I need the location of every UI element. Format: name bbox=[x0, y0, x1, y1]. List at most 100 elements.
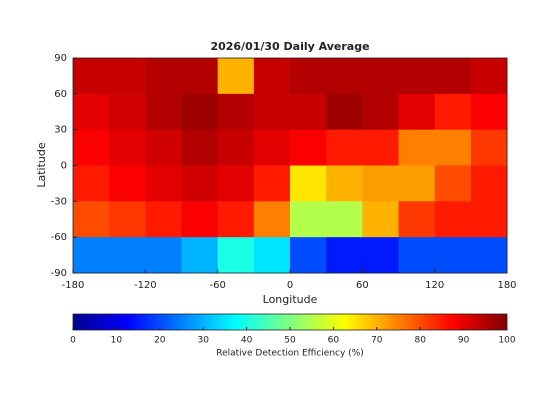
heat-cell bbox=[181, 165, 219, 202]
chart-title: 2026/01/30 Daily Average bbox=[210, 40, 369, 53]
heat-cell bbox=[470, 93, 508, 131]
heat-cell bbox=[253, 237, 291, 274]
colorbar-tick-label: 20 bbox=[154, 336, 166, 346]
y-tick-label: 30 bbox=[54, 125, 67, 136]
heat-cell bbox=[470, 129, 508, 166]
heat-cell bbox=[398, 237, 436, 274]
heat-cell bbox=[326, 237, 363, 274]
heat-cell bbox=[362, 237, 399, 274]
heat-cell bbox=[109, 58, 146, 95]
heat-cell bbox=[398, 165, 436, 202]
heat-cell bbox=[73, 93, 110, 131]
heat-cell bbox=[73, 201, 110, 238]
heat-cell bbox=[470, 165, 508, 202]
heat-cell bbox=[217, 129, 255, 166]
heat-cell bbox=[290, 201, 327, 238]
y-tick-label: 0 bbox=[61, 161, 67, 172]
x-tick-label: -120 bbox=[134, 280, 157, 291]
x-axis-label: Longitude bbox=[263, 293, 318, 306]
y-tick-label: -30 bbox=[51, 196, 67, 207]
heat-cell bbox=[145, 58, 182, 95]
heat-cell bbox=[109, 93, 146, 131]
heat-cell bbox=[217, 237, 255, 274]
heat-cell bbox=[362, 93, 399, 131]
heat-cell bbox=[181, 201, 219, 238]
y-tick-label: 90 bbox=[54, 53, 67, 64]
x-tick-label: 0 bbox=[287, 280, 293, 291]
heat-cell bbox=[470, 58, 508, 95]
heat-cell bbox=[181, 93, 219, 131]
heat-cell bbox=[181, 237, 219, 274]
x-tick-label: -180 bbox=[62, 280, 85, 291]
colorbar-tick-label: 90 bbox=[458, 336, 470, 346]
heat-cell bbox=[398, 129, 436, 166]
heat-cell bbox=[109, 237, 146, 274]
x-tick-label: 120 bbox=[425, 280, 444, 291]
heat-cell bbox=[217, 58, 255, 95]
heat-cell bbox=[434, 201, 472, 238]
heat-cell bbox=[109, 201, 146, 238]
heat-cell bbox=[253, 93, 291, 131]
heat-cell bbox=[290, 237, 327, 274]
heat-cell bbox=[290, 129, 327, 166]
colorbar-tick-label: 100 bbox=[498, 336, 515, 346]
heat-cell bbox=[145, 93, 182, 131]
y-tick-label: -60 bbox=[51, 232, 67, 243]
heat-cell bbox=[217, 93, 255, 131]
heat-cell bbox=[73, 129, 110, 166]
heat-cell bbox=[217, 201, 255, 238]
heat-cell bbox=[145, 237, 182, 274]
heat-cell bbox=[326, 58, 363, 95]
heat-cell bbox=[362, 201, 399, 238]
colorbar-tick-label: 0 bbox=[70, 336, 76, 346]
heat-cell bbox=[253, 58, 291, 95]
heat-cell bbox=[253, 201, 291, 238]
heat-cell bbox=[253, 129, 291, 166]
colorbar-tick-label: 70 bbox=[371, 336, 383, 346]
heat-cell bbox=[290, 58, 327, 95]
heat-cell bbox=[326, 93, 363, 131]
heat-cell bbox=[434, 58, 472, 95]
heat-cell bbox=[290, 165, 327, 202]
y-axis-label: Latitude bbox=[35, 142, 48, 188]
heat-cell bbox=[434, 93, 472, 131]
heat-cell bbox=[326, 129, 363, 166]
colorbar-tick-label: 80 bbox=[414, 336, 426, 346]
heat-cell bbox=[398, 58, 436, 95]
heat-cell bbox=[434, 237, 472, 274]
heat-cell bbox=[109, 129, 146, 166]
heat-cell bbox=[398, 201, 436, 238]
colorbar-tick-label: 60 bbox=[328, 336, 340, 346]
heat-cell bbox=[398, 93, 436, 131]
heat-cell bbox=[434, 165, 472, 202]
y-tick-label: 60 bbox=[54, 89, 67, 100]
heat-cell bbox=[362, 58, 399, 95]
heat-cell bbox=[181, 129, 219, 166]
heat-cell bbox=[470, 201, 508, 238]
heat-cell bbox=[434, 129, 472, 166]
heat-cell bbox=[326, 201, 363, 238]
heat-cell bbox=[109, 165, 146, 202]
heat-cell bbox=[145, 129, 182, 166]
heat-cell bbox=[470, 237, 508, 274]
heat-cell bbox=[181, 58, 219, 95]
heat-cell bbox=[362, 165, 399, 202]
heat-cell bbox=[253, 165, 291, 202]
colorbar-tick-label: 40 bbox=[241, 336, 253, 346]
colorbar-tick-label: 10 bbox=[111, 336, 123, 346]
colorbar-tick-label: 50 bbox=[284, 336, 296, 346]
heat-cell bbox=[73, 165, 110, 202]
y-tick-label: -90 bbox=[51, 268, 67, 279]
x-tick-label: -60 bbox=[209, 280, 225, 291]
heat-cell bbox=[290, 93, 327, 131]
x-tick-label: 60 bbox=[356, 280, 369, 291]
heat-cell bbox=[326, 165, 363, 202]
heat-cell bbox=[73, 237, 110, 274]
colorbar-tick-label: 30 bbox=[197, 336, 209, 346]
colorbar-label: Relative Detection Efficiency (%) bbox=[216, 349, 364, 359]
x-tick-label: 180 bbox=[497, 280, 516, 291]
heat-cell bbox=[145, 165, 182, 202]
heat-cell bbox=[145, 201, 182, 238]
heat-cell bbox=[73, 58, 110, 95]
